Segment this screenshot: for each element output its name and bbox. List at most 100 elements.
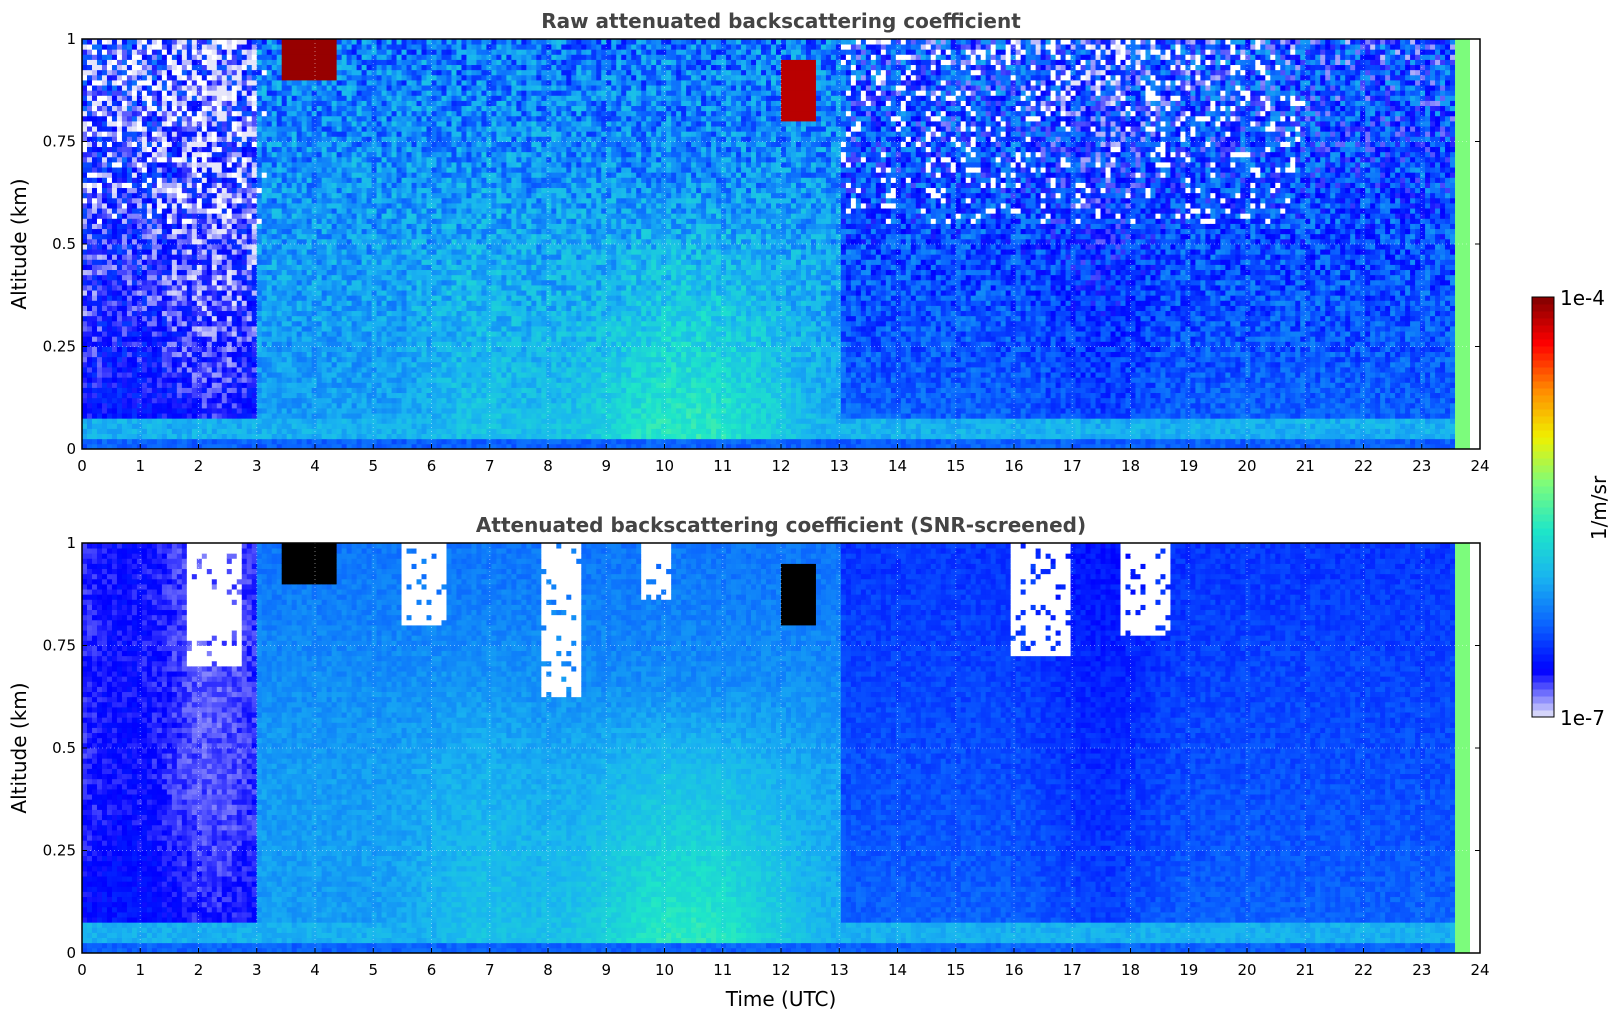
heatmap-cell	[356, 331, 362, 337]
heatmap-cell	[131, 279, 138, 286]
heatmap-cell	[336, 115, 343, 122]
heatmap-cell	[191, 208, 198, 214]
heatmap-cell	[296, 213, 303, 219]
heatmap-cell	[276, 59, 283, 66]
heatmap-cell	[351, 177, 357, 183]
heatmap-cell	[281, 361, 288, 368]
heatmap-cell	[241, 361, 248, 368]
heatmap-cell	[336, 285, 343, 291]
heatmap-cell	[241, 382, 248, 388]
heatmap-cell	[111, 228, 118, 235]
heatmap-cell	[126, 80, 133, 86]
heatmap-cell	[356, 85, 362, 91]
heatmap-cell	[101, 39, 108, 45]
heatmap-cell	[351, 213, 357, 219]
heatmap-cell	[201, 264, 208, 271]
heatmap-cell	[201, 146, 208, 153]
heatmap-cell	[241, 418, 248, 424]
heatmap-cell	[141, 367, 148, 373]
heatmap-cell	[366, 238, 372, 245]
heatmap-cell	[381, 402, 387, 409]
heatmap-cell	[181, 315, 188, 322]
heatmap-cell	[181, 397, 188, 404]
heatmap-cell	[121, 351, 128, 358]
heatmap-cell	[271, 208, 278, 214]
heatmap-cell	[256, 290, 263, 296]
heatmap-cell	[306, 305, 313, 312]
heatmap-cell	[106, 74, 113, 81]
heatmap-cell	[221, 146, 228, 153]
heatmap-cell	[216, 85, 223, 91]
heatmap-cell	[341, 228, 348, 235]
heatmap-cell	[221, 80, 228, 86]
heatmap-cell	[331, 269, 338, 276]
heatmap-cell	[86, 228, 93, 235]
heatmap-cell	[346, 126, 353, 132]
heatmap-cell	[306, 90, 313, 96]
heatmap-cell	[121, 141, 128, 148]
heatmap-cell	[121, 423, 128, 429]
heatmap-cell	[366, 392, 372, 399]
heatmap-cell	[86, 54, 93, 60]
heatmap-cell	[346, 392, 353, 399]
heatmap-cell	[246, 377, 253, 383]
heatmap-cell	[191, 126, 198, 132]
heatmap-cell	[151, 387, 158, 394]
heatmap-cell	[341, 39, 348, 45]
heatmap-cell	[106, 85, 113, 91]
heatmap-cell	[376, 377, 382, 383]
heatmap-cell	[131, 95, 138, 101]
heatmap-cell	[136, 90, 143, 96]
heatmap-cell	[291, 351, 298, 358]
heatmap-cell	[211, 80, 218, 86]
heatmap-cell	[316, 238, 323, 245]
heatmap-cell	[246, 387, 253, 394]
heatmap-cell	[236, 80, 243, 86]
heatmap-cell	[276, 126, 283, 132]
heatmap-cell	[276, 254, 283, 260]
heatmap-cell	[221, 238, 228, 245]
heatmap-cell	[196, 115, 203, 122]
heatmap-cell	[156, 238, 163, 245]
heatmap-cell	[176, 136, 183, 142]
heatmap-cell	[201, 336, 208, 342]
heatmap-cell	[321, 264, 328, 271]
heatmap-cell	[281, 177, 288, 183]
heatmap-cell	[181, 162, 188, 168]
heatmap-cell	[306, 285, 313, 291]
heatmap-cell	[351, 187, 357, 194]
heatmap-cell	[146, 95, 153, 101]
heatmap-cell	[296, 315, 303, 322]
heatmap-cell	[256, 177, 263, 183]
heatmap-cell	[386, 141, 392, 148]
heatmap-cell	[361, 121, 367, 127]
heatmap-cell	[361, 59, 367, 66]
heatmap-cell	[341, 80, 348, 86]
heatmap-cell	[201, 197, 208, 204]
heatmap-cell	[116, 182, 123, 189]
heatmap-cell	[371, 433, 377, 440]
heatmap-cell	[286, 203, 293, 209]
heatmap-cell	[116, 177, 123, 183]
heatmap-cell	[371, 372, 377, 378]
heatmap-cell	[341, 320, 348, 327]
heatmap-cell	[301, 213, 308, 219]
heatmap-cell	[266, 197, 273, 204]
heatmap-cell	[286, 59, 293, 66]
heatmap-cell	[186, 218, 193, 224]
heatmap-cell	[356, 192, 362, 199]
heatmap-cell	[351, 136, 357, 142]
heatmap-cell	[266, 238, 273, 245]
heatmap-cell	[256, 341, 263, 347]
heatmap-cell	[206, 49, 213, 55]
heatmap-cell	[311, 418, 318, 424]
heatmap-cell	[96, 121, 103, 127]
heatmap-cell	[206, 326, 213, 332]
heatmap-cell	[361, 423, 367, 429]
heatmap-cell	[346, 331, 353, 337]
heatmap-cell	[211, 295, 218, 301]
heatmap-cell	[311, 331, 318, 337]
heatmap-cell	[191, 172, 198, 178]
heatmap-cell	[281, 300, 288, 306]
heatmap-cell	[236, 402, 243, 409]
